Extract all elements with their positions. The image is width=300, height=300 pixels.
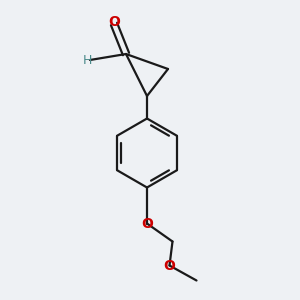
- Text: O: O: [141, 217, 153, 230]
- Text: H: H: [82, 53, 92, 67]
- Text: O: O: [108, 16, 120, 29]
- Text: O: O: [164, 259, 175, 272]
